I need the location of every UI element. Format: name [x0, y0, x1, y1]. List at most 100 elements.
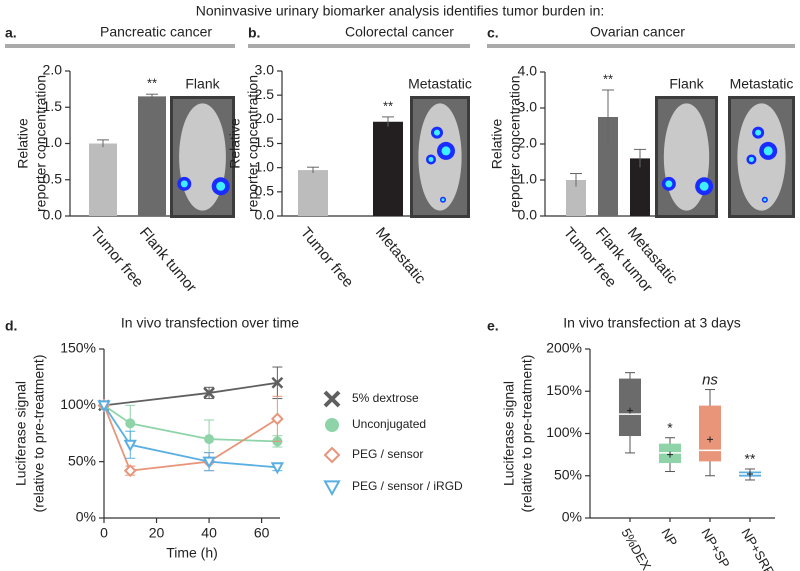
image-label: Metastatic: [408, 76, 472, 92]
bar: [373, 121, 403, 216]
signal-core: [434, 129, 440, 136]
panel-label: c.: [487, 25, 499, 41]
signal-core: [665, 180, 673, 188]
signal-core: [180, 180, 188, 188]
y-tick-label: 1.0: [255, 158, 275, 174]
panel-label: b.: [248, 25, 260, 41]
x-tick-label: 40: [201, 525, 217, 541]
marker: [270, 462, 285, 475]
panel-title: In vivo transfection over time: [121, 315, 299, 331]
legend-label: PEG / sensor: [352, 447, 423, 461]
y-tick-label: 0%: [562, 509, 582, 525]
panel-title: Ovarian cancer: [590, 24, 685, 40]
marker: [270, 412, 284, 426]
y-tick-label: 0.0: [255, 207, 275, 223]
y-tick-label: 50%: [554, 466, 582, 482]
image-label: Flank: [185, 76, 220, 92]
box: [619, 378, 641, 437]
y-axis-label: (relative to pre-treatment): [31, 355, 47, 513]
marker: [203, 387, 215, 399]
y-tick-label: 200%: [546, 340, 582, 356]
signal-core: [763, 198, 767, 202]
marker: [323, 480, 341, 497]
y-tick-label: 1.5: [255, 134, 275, 150]
bar: [630, 158, 650, 216]
marker: [123, 439, 137, 452]
y-axis-label: reporter concentration: [507, 76, 523, 213]
legend-label: Unconjugated: [352, 417, 426, 431]
y-axis-label: reporter concentration: [245, 75, 261, 212]
panel-title: In vivo transfection at 3 days: [563, 315, 740, 331]
marker: [202, 456, 216, 469]
significance: **: [147, 76, 157, 91]
y-axis-label: Luciferase signal: [13, 381, 29, 486]
y-tick-label: 150%: [60, 340, 96, 356]
y-tick-label: 0.0: [518, 207, 538, 223]
image-label: Metastatic: [730, 76, 794, 92]
significance: **: [383, 98, 393, 113]
bar: [566, 180, 586, 216]
panel-title: Colorectal cancer: [345, 24, 454, 40]
x-tick-label: NP: [658, 526, 680, 549]
bar: [598, 117, 618, 216]
y-axis-label: Luciferase signal: [501, 381, 517, 486]
y-tick-label: 3.0: [255, 62, 275, 78]
x-axis-label: Time (h): [166, 545, 218, 561]
signal-core: [428, 156, 434, 162]
y-tick-label: 2.5: [255, 86, 275, 102]
mean-marker: [627, 407, 633, 414]
marker: [97, 400, 111, 413]
x-tick-label: NP+SP: [698, 526, 732, 571]
y-tick-label: 50%: [68, 452, 96, 468]
x-tick-label: Tumor free: [297, 224, 357, 291]
line: [103, 381, 278, 407]
bar: [89, 143, 117, 216]
mean-marker: [707, 436, 713, 443]
marker: [271, 376, 284, 389]
y-tick-label: 4.0: [518, 63, 538, 79]
significance: ns: [702, 372, 718, 389]
marker: [204, 434, 215, 445]
signal-core: [441, 198, 445, 202]
y-tick-label: 1.5: [43, 98, 63, 114]
figure-title: Noninvasive urinary biomarker analysis i…: [196, 3, 605, 19]
marker: [123, 464, 137, 478]
y-tick-label: 2.0: [518, 135, 538, 151]
y-tick-label: 1.0: [518, 171, 538, 187]
y-tick-label: 0.5: [43, 170, 63, 186]
y-tick-label: 100%: [546, 424, 582, 440]
y-axis-label: reporter concentration: [33, 75, 49, 212]
panel-title: Pancreatic cancer: [100, 24, 212, 40]
y-tick-label: 1.0: [43, 134, 63, 150]
marker: [325, 418, 339, 432]
legend-label: PEG / sensor / iRGD: [352, 479, 463, 493]
panel-label: a.: [5, 25, 17, 41]
y-tick-label: 100%: [60, 396, 96, 412]
y-axis-label: Relative: [227, 118, 243, 169]
y-axis-label: (relative to pre-treatment): [519, 355, 535, 513]
y-tick-label: 0%: [76, 509, 96, 525]
y-tick-label: 2.0: [255, 110, 275, 126]
significance: **: [745, 451, 756, 467]
mouse-body: [737, 103, 786, 211]
signal-core: [763, 146, 773, 156]
x-tick-label: Metastatic: [372, 224, 429, 288]
x-tick-label: NP+SRP: [738, 526, 777, 571]
y-tick-label: 2.0: [43, 62, 63, 78]
bar: [298, 170, 328, 216]
y-tick-label: 150%: [546, 382, 582, 398]
legend-label: 5% dextrose: [352, 391, 419, 405]
x-tick-label: 20: [149, 525, 165, 541]
y-tick-label: 3.0: [518, 99, 538, 115]
marker: [125, 418, 136, 429]
y-axis-label: Relative: [15, 118, 31, 169]
line: [103, 404, 278, 469]
signal-core: [441, 146, 451, 156]
y-tick-label: 0.0: [43, 207, 63, 223]
x-tick-label: 5%DEX: [618, 526, 654, 571]
y-axis-label: Relative: [489, 119, 505, 170]
bar: [138, 96, 166, 216]
panel-label: d.: [5, 318, 17, 334]
signal-core: [699, 181, 709, 191]
line: [103, 404, 278, 472]
